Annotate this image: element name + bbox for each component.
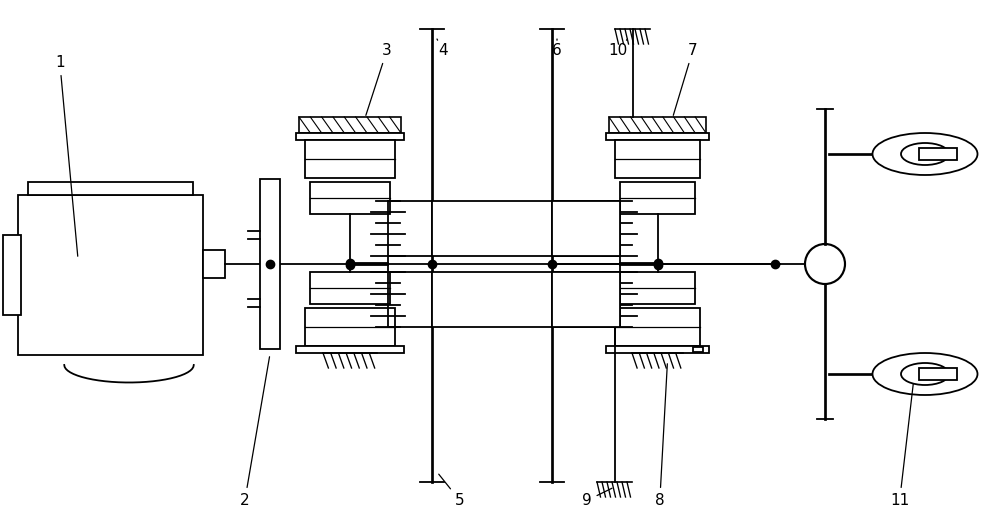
- Text: 1: 1: [55, 55, 78, 256]
- Ellipse shape: [872, 133, 978, 175]
- Bar: [606, 133, 709, 140]
- Text: 8: 8: [655, 364, 667, 508]
- Bar: [919, 148, 957, 160]
- Bar: [305, 308, 395, 346]
- Bar: [18, 195, 203, 355]
- Bar: [28, 182, 193, 195]
- Bar: [3, 235, 21, 315]
- Bar: [432, 272, 552, 327]
- Bar: [310, 272, 390, 304]
- Bar: [296, 133, 404, 140]
- Bar: [552, 201, 620, 256]
- Bar: [606, 346, 709, 353]
- Bar: [432, 201, 552, 256]
- Text: 5: 5: [439, 474, 465, 508]
- Text: 4: 4: [437, 39, 448, 58]
- Bar: [310, 182, 390, 214]
- Bar: [552, 272, 620, 327]
- Ellipse shape: [901, 363, 949, 385]
- Text: 9: 9: [582, 488, 612, 508]
- Bar: [919, 368, 957, 380]
- Text: 3: 3: [366, 43, 392, 115]
- Bar: [260, 179, 280, 349]
- Bar: [615, 308, 700, 346]
- Bar: [299, 117, 401, 133]
- Bar: [615, 140, 700, 178]
- Text: 10: 10: [608, 39, 628, 58]
- Bar: [693, 347, 703, 353]
- Text: 11: 11: [890, 372, 915, 508]
- Bar: [620, 272, 695, 304]
- Bar: [203, 250, 225, 278]
- Bar: [296, 346, 404, 353]
- Text: 6: 6: [552, 39, 562, 58]
- Text: 2: 2: [240, 357, 270, 508]
- Bar: [609, 117, 706, 133]
- Bar: [620, 182, 695, 214]
- Ellipse shape: [872, 353, 978, 395]
- Ellipse shape: [901, 143, 949, 165]
- Text: 7: 7: [673, 43, 698, 115]
- Bar: [305, 140, 395, 178]
